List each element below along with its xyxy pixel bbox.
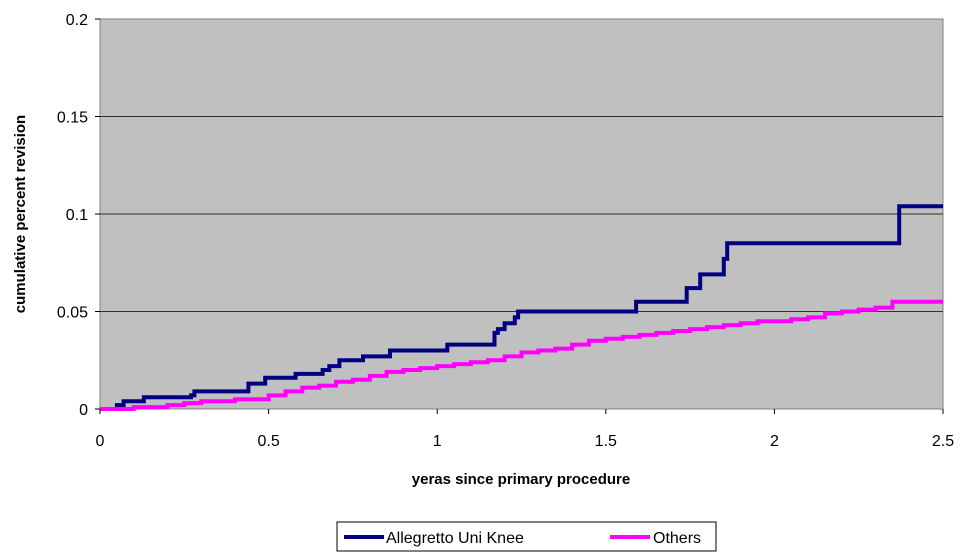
series-line-others bbox=[100, 299, 943, 411]
series-group bbox=[100, 204, 943, 411]
x-tick-label-4: 2 bbox=[770, 433, 779, 450]
x-tick-label-0: 0 bbox=[96, 433, 105, 450]
x-tick-label-5: 2.5 bbox=[932, 433, 954, 450]
legend-label-allegretto: Allegretto Uni Knee bbox=[386, 530, 524, 547]
y-tick-label-0: 0 bbox=[79, 402, 88, 419]
y-tick-label-1: 0.05 bbox=[57, 305, 88, 322]
x-tick-label-1: 0.5 bbox=[257, 433, 279, 450]
y-tick-label-2: 0.1 bbox=[66, 207, 88, 224]
legend-box bbox=[336, 521, 717, 552]
y-tick-label-4: 0.2 bbox=[66, 12, 88, 29]
y-axis-title: cumulative percent revision bbox=[12, 115, 29, 313]
y-tick-label-3: 0.15 bbox=[57, 110, 88, 127]
legend: Allegretto Uni Knee Others bbox=[336, 521, 717, 552]
x-tick-label-2: 1 bbox=[433, 433, 442, 450]
x-tick-label-3: 1.5 bbox=[595, 433, 617, 450]
x-tick-labels: 0 0.5 1 1.5 2 2.5 bbox=[96, 409, 954, 450]
series-line-allegretto bbox=[100, 204, 943, 411]
legend-label-others: Others bbox=[653, 530, 701, 547]
x-axis-title: yeras since primary procedure bbox=[412, 471, 630, 488]
y-tick-labels: 0 0.05 0.1 0.15 0.2 bbox=[57, 12, 100, 419]
